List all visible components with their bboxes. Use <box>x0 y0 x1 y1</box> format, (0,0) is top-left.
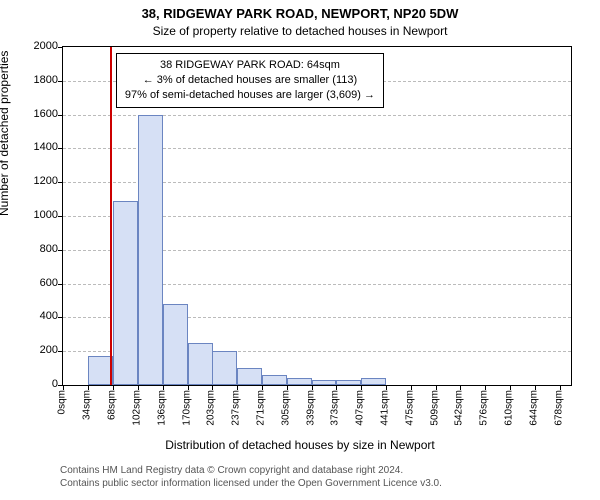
y-tick-label: 1800 <box>8 74 58 86</box>
y-tick-label: 200 <box>8 344 58 356</box>
property-marker-line <box>110 47 112 385</box>
histogram-bar <box>262 375 287 385</box>
y-tick-label: 600 <box>8 277 58 289</box>
y-tick-mark <box>58 317 63 318</box>
histogram-bar <box>361 378 386 385</box>
page-title: 38, RIDGEWAY PARK ROAD, NEWPORT, NP20 5D… <box>0 6 600 21</box>
histogram-bar <box>287 378 312 385</box>
x-tick-label: 407sqm <box>355 390 366 426</box>
y-tick-label: 1200 <box>8 175 58 187</box>
y-tick-mark <box>58 284 63 285</box>
attribution-text: Contains HM Land Registry data © Crown c… <box>60 464 442 490</box>
y-tick-mark <box>58 115 63 116</box>
y-tick-label: 2000 <box>8 40 58 52</box>
y-tick-mark <box>58 47 63 48</box>
y-tick-label: 800 <box>8 243 58 255</box>
histogram-bar <box>113 201 138 385</box>
y-tick-mark <box>58 81 63 82</box>
x-tick-label: 644sqm <box>529 390 540 426</box>
x-tick-label: 610sqm <box>504 390 515 426</box>
x-tick-label: 102sqm <box>131 390 142 426</box>
x-tick-label: 170sqm <box>181 390 192 426</box>
x-tick-label: 678sqm <box>554 390 565 426</box>
x-tick-label: 509sqm <box>430 390 441 426</box>
x-tick-label: 339sqm <box>305 390 316 426</box>
attribution-line-2: Contains public sector information licen… <box>60 478 442 489</box>
y-tick-label: 1000 <box>8 209 58 221</box>
callout-box: 38 RIDGEWAY PARK ROAD: 64sqm ← 3% of det… <box>116 53 384 108</box>
histogram-bar <box>188 343 213 385</box>
histogram-bar <box>312 380 337 385</box>
x-tick-label: 576sqm <box>479 390 490 426</box>
x-tick-label: 271sqm <box>255 390 266 426</box>
y-tick-mark <box>58 216 63 217</box>
x-tick-label: 475sqm <box>405 390 416 426</box>
x-tick-label: 373sqm <box>330 390 341 426</box>
y-tick-mark <box>58 182 63 183</box>
histogram-bar <box>163 304 188 385</box>
histogram-bar <box>212 351 237 385</box>
x-tick-label: 441sqm <box>380 390 391 426</box>
y-tick-label: 1400 <box>8 141 58 153</box>
y-tick-mark <box>58 250 63 251</box>
x-tick-label: 34sqm <box>81 390 92 420</box>
histogram-bar <box>237 368 262 385</box>
x-tick-label: 0sqm <box>57 390 68 414</box>
histogram-bar <box>138 115 163 385</box>
callout-line-2: ← 3% of detached houses are smaller (113… <box>143 74 357 86</box>
x-tick-label: 68sqm <box>106 390 117 420</box>
x-tick-label: 305sqm <box>280 390 291 426</box>
y-tick-label: 400 <box>8 310 58 322</box>
histogram-bar <box>336 380 361 385</box>
page-subtitle: Size of property relative to detached ho… <box>0 24 600 38</box>
callout-line-1: 38 RIDGEWAY PARK ROAD: 64sqm <box>160 59 340 71</box>
callout-line-3: 97% of semi-detached houses are larger (… <box>125 89 375 101</box>
x-tick-label: 203sqm <box>205 390 216 426</box>
x-tick-label: 237sqm <box>230 390 241 426</box>
x-tick-label: 542sqm <box>454 390 465 426</box>
x-tick-label: 136sqm <box>156 390 167 426</box>
y-tick-mark <box>58 351 63 352</box>
y-tick-label: 1600 <box>8 108 58 120</box>
y-tick-mark <box>58 148 63 149</box>
histogram-plot: 38 RIDGEWAY PARK ROAD: 64sqm ← 3% of det… <box>62 46 572 386</box>
x-axis-label: Distribution of detached houses by size … <box>0 438 600 452</box>
attribution-line-1: Contains HM Land Registry data © Crown c… <box>60 465 403 476</box>
y-tick-label: 0 <box>8 378 58 390</box>
